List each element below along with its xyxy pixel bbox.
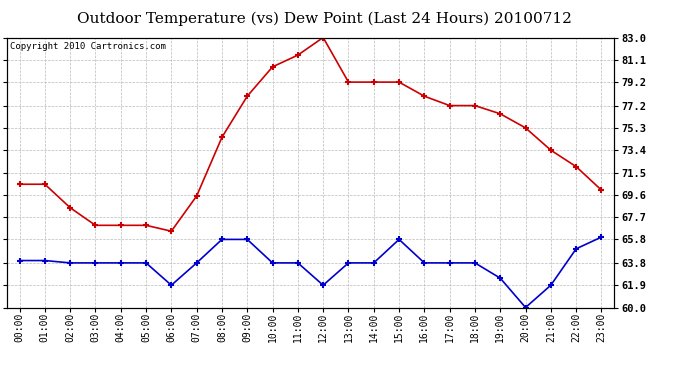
Text: Copyright 2010 Cartronics.com: Copyright 2010 Cartronics.com [10, 42, 166, 51]
Text: Outdoor Temperature (vs) Dew Point (Last 24 Hours) 20100712: Outdoor Temperature (vs) Dew Point (Last… [77, 11, 572, 26]
